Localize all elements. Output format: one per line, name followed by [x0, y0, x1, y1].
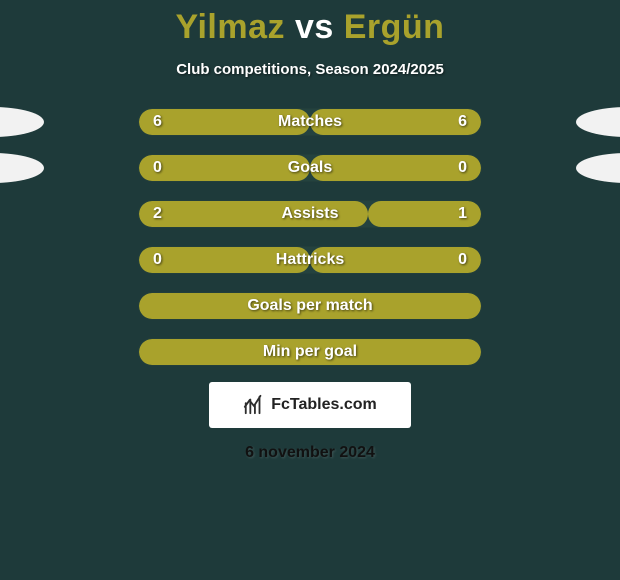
- page-title: Yilmaz vs Ergün: [0, 8, 620, 47]
- player2-name: Ergün: [344, 8, 445, 46]
- ellipse-right: [576, 107, 620, 137]
- stat-value-left: 0: [153, 251, 162, 269]
- ellipse-left: [0, 153, 44, 183]
- stat-row: Hattricks 0 0: [0, 246, 620, 274]
- stat-row: Goals per match: [0, 292, 620, 320]
- stat-label: Hattricks: [276, 251, 344, 269]
- stat-label: Goals: [288, 159, 332, 177]
- stat-bar: Min per goal: [138, 338, 482, 366]
- player1-name: Yilmaz: [176, 8, 285, 46]
- stat-label: Min per goal: [263, 343, 357, 361]
- bar-fill-right: [310, 155, 481, 181]
- stat-value-right: 0: [458, 251, 467, 269]
- subtitle: Club competitions, Season 2024/2025: [0, 61, 620, 78]
- bar-fill-left: [139, 155, 310, 181]
- stat-row: Goals 0 0: [0, 154, 620, 182]
- stat-row: Matches 6 6: [0, 108, 620, 136]
- stat-bar: Hattricks 0 0: [138, 246, 482, 274]
- stat-value-right: 6: [458, 113, 467, 131]
- stat-bar: Matches 6 6: [138, 108, 482, 136]
- stat-bar: Goals 0 0: [138, 154, 482, 182]
- stat-value-left: 0: [153, 159, 162, 177]
- date-text: 6 november 2024: [0, 444, 620, 462]
- stat-bar: Goals per match: [138, 292, 482, 320]
- comparison-infographic: Yilmaz vs Ergün Club competitions, Seaso…: [0, 0, 620, 580]
- stat-label: Goals per match: [247, 297, 372, 315]
- stat-value-right: 0: [458, 159, 467, 177]
- stat-rows: Matches66Goals00Assists21Hattricks00Goal…: [0, 108, 620, 366]
- fctables-icon: [243, 394, 265, 416]
- stat-bar: Assists 2 1: [138, 200, 482, 228]
- stat-value-left: 6: [153, 113, 162, 131]
- ellipse-right: [576, 153, 620, 183]
- stat-value-left: 2: [153, 205, 162, 223]
- ellipse-left: [0, 107, 44, 137]
- stat-label: Assists: [282, 205, 339, 223]
- stat-label: Matches: [278, 113, 342, 131]
- vs-word: vs: [295, 8, 334, 46]
- stat-value-right: 1: [458, 205, 467, 223]
- logo-box: FcTables.com: [209, 382, 411, 428]
- stat-row: Min per goal: [0, 338, 620, 366]
- logo-text: FcTables.com: [271, 396, 377, 414]
- stat-row: Assists 2 1: [0, 200, 620, 228]
